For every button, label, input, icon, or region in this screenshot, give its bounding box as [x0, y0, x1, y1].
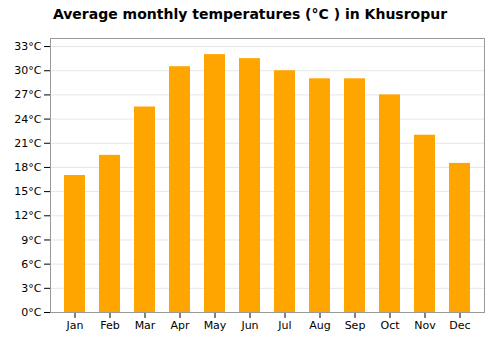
svg-text:0°C: 0°C	[21, 306, 41, 319]
svg-text:27°C: 27°C	[14, 88, 41, 101]
svg-text:9°C: 9°C	[21, 233, 41, 246]
svg-text:12°C: 12°C	[14, 209, 41, 222]
svg-text:6°C: 6°C	[21, 258, 41, 271]
svg-text:Nov: Nov	[414, 319, 436, 332]
svg-text:33°C: 33°C	[14, 40, 41, 53]
svg-text:Jan: Jan	[66, 319, 84, 332]
svg-text:Dec: Dec	[449, 319, 470, 332]
svg-text:15°C: 15°C	[14, 185, 41, 198]
svg-text:Jun: Jun	[240, 319, 258, 332]
svg-text:3°C: 3°C	[21, 282, 41, 295]
svg-text:Sep: Sep	[345, 319, 366, 332]
svg-text:Mar: Mar	[135, 319, 156, 332]
svg-text:Feb: Feb	[100, 319, 119, 332]
svg-text:24°C: 24°C	[14, 113, 41, 126]
svg-text:18°C: 18°C	[14, 161, 41, 174]
svg-text:30°C: 30°C	[14, 64, 41, 77]
svg-text:Oct: Oct	[380, 319, 400, 332]
svg-text:Jul: Jul	[277, 319, 291, 332]
svg-text:21°C: 21°C	[14, 137, 41, 150]
html-text:Average monthly temperatures (: Average monthly temperatures (°C ) in Kh…	[52, 6, 448, 22]
svg-text:Apr: Apr	[170, 319, 190, 332]
svg-text:Aug: Aug	[309, 319, 330, 332]
svg-text:May: May	[204, 319, 227, 332]
